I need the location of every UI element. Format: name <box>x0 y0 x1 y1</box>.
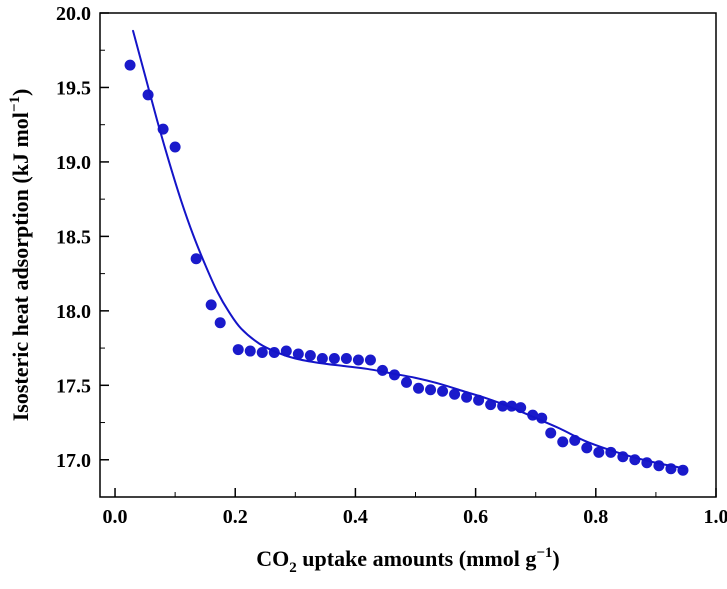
data-point <box>449 388 461 400</box>
data-point <box>545 427 557 439</box>
data-point <box>244 345 256 357</box>
data-point <box>169 141 181 153</box>
x-tick-label: 0.4 <box>343 506 368 528</box>
y-tick-label: 19.5 <box>56 77 91 99</box>
isosteric-heat-points <box>124 59 689 476</box>
data-point <box>214 317 226 329</box>
data-point <box>413 382 425 394</box>
data-point <box>677 464 689 476</box>
y-tick-label: 18.0 <box>56 301 91 323</box>
x-tick-label: 0.2 <box>223 506 248 528</box>
y-tick-label: 17.0 <box>56 450 91 472</box>
x-tick-label: 0.8 <box>583 506 608 528</box>
plot-frame <box>99 12 717 498</box>
axes: 0.0 0.2 0.4 0.6 0.8 1.0 17.0 17.5 18.0 18.5 19.0 19… <box>7 3 727 576</box>
data-point <box>190 253 202 265</box>
data-point <box>425 384 437 396</box>
data-point <box>256 347 268 359</box>
y-tick-label: 20.0 <box>56 3 91 25</box>
data-point <box>316 353 328 364</box>
x-tick-label: 1.0 <box>704 506 727 528</box>
data-point <box>292 348 304 360</box>
data-point <box>461 391 473 403</box>
data-point <box>401 376 412 388</box>
x-tick-label: 0.6 <box>463 506 488 528</box>
data-point <box>581 442 593 454</box>
y-tick-label: 18.5 <box>56 226 91 248</box>
data-point <box>364 354 376 366</box>
data-point <box>352 354 364 366</box>
data-point <box>557 436 569 448</box>
x-axis-title: CO2 uptake amounts (mmol g−1) <box>256 545 559 576</box>
data-point <box>280 345 292 357</box>
data-point <box>437 385 449 397</box>
data-point <box>485 399 497 411</box>
data-point <box>340 353 352 364</box>
data-point <box>232 344 244 356</box>
y-tick-label: 17.5 <box>56 375 91 397</box>
data-point <box>304 350 316 362</box>
fitted-curve <box>132 29 687 470</box>
data-point <box>593 446 605 458</box>
data-point <box>124 59 136 71</box>
series-layer <box>124 29 689 476</box>
data-point <box>205 299 217 311</box>
y-axis-title: Isosteric heat adsorption (kJ mol−1) <box>7 89 33 422</box>
x-tick-label: 0.0 <box>103 506 128 528</box>
y-tick-label: 19.0 <box>56 152 91 174</box>
data-point <box>328 353 340 364</box>
